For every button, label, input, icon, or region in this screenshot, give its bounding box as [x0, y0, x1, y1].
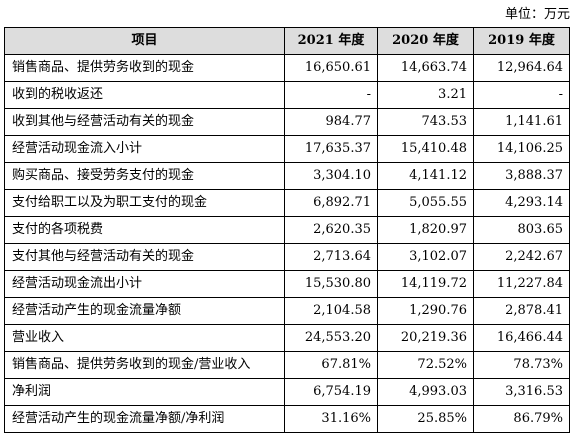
table-row: 净利润 6,754.19 4,993.03 3,316.53 [4, 378, 570, 406]
table-row: 营业收入 24,553.20 20,219.36 16,466.44 [4, 324, 570, 352]
header-2019: 2019 年度 [473, 27, 570, 55]
row-label: 营业收入 [4, 324, 285, 352]
row-label: 经营活动产生的现金流量净额 [4, 297, 285, 325]
value-2021: 984.77 [284, 108, 378, 136]
value-2019: 2,878.41 [473, 297, 570, 325]
row-label: 销售商品、提供劳务收到的现金/营业收入 [4, 351, 285, 379]
value-2019: 16,466.44 [473, 324, 570, 352]
value-2021: 17,635.37 [284, 135, 378, 163]
value-2021: 31.16% [284, 405, 378, 433]
value-2021: 6,754.19 [284, 378, 378, 406]
table-row: 支付其他与经营活动有关的现金 2,713.64 3,102.07 2,242.67 [4, 243, 570, 271]
value-2021: 6,892.71 [284, 189, 378, 217]
row-label: 销售商品、提供劳务收到的现金 [4, 54, 285, 82]
row-label: 收到其他与经营活动有关的现金 [4, 108, 285, 136]
value-2019: 3,316.53 [473, 378, 570, 406]
unit-label: 单位：万元 [504, 7, 570, 22]
value-2019: 14,106.25 [473, 135, 570, 163]
value-2020: 5,055.55 [377, 189, 474, 217]
row-label: 购买商品、接受劳务支付的现金 [4, 162, 285, 190]
value-2019: 12,964.64 [473, 54, 570, 82]
value-2020: 14,119.72 [377, 270, 474, 298]
table-row: 经营活动产生的现金流量净额 2,104.58 1,290.76 2,878.41 [4, 297, 570, 325]
value-2019: 803.65 [473, 216, 570, 244]
row-label: 支付其他与经营活动有关的现金 [4, 243, 285, 271]
table-header: 项目 2021 年度 2020 年度 2019 年度 [4, 27, 570, 55]
table-row: 经营活动现金流出小计 15,530.80 14,119.72 11,227.84 [4, 270, 570, 298]
table-row: 购买商品、接受劳务支付的现金 3,304.10 4,141.12 3,888.37 [4, 162, 570, 190]
value-2020: 4,993.03 [377, 378, 474, 406]
value-2019: - [473, 81, 570, 109]
value-2021: 16,650.61 [284, 54, 378, 82]
row-label: 支付的各项税费 [4, 216, 285, 244]
value-2019: 78.73% [473, 351, 570, 379]
value-2021: 24,553.20 [284, 324, 378, 352]
table-row: 经营活动现金流入小计 17,635.37 15,410.48 14,106.25 [4, 135, 570, 163]
value-2020: 72.52% [377, 351, 474, 379]
value-2021: 3,304.10 [284, 162, 378, 190]
table-row: 经营活动产生的现金流量净额/净利润 31.16% 25.85% 86.79% [4, 405, 570, 433]
row-label: 经营活动现金流入小计 [4, 135, 285, 163]
value-2019: 1,141.61 [473, 108, 570, 136]
cash-flow-table: 项目 2021 年度 2020 年度 2019 年度 销售商品、提供劳务收到的现… [4, 27, 570, 433]
header-row: 项目 2021 年度 2020 年度 2019 年度 [4, 27, 570, 55]
table-row: 支付给职工以及为职工支付的现金 6,892.71 5,055.55 4,293.14 [4, 189, 570, 217]
row-label: 经营活动现金流出小计 [4, 270, 285, 298]
value-2021: 2,104.58 [284, 297, 378, 325]
value-2019: 3,888.37 [473, 162, 570, 190]
value-2020: 14,663.74 [377, 54, 474, 82]
value-2020: 15,410.48 [377, 135, 474, 163]
row-label: 经营活动产生的现金流量净额/净利润 [4, 405, 285, 433]
value-2019: 2,242.67 [473, 243, 570, 271]
table-row: 支付的各项税费 2,620.35 1,820.97 803.65 [4, 216, 570, 244]
table-body: 销售商品、提供劳务收到的现金 16,650.61 14,663.74 12,964.6… [4, 54, 570, 433]
value-2020: 3.21 [377, 81, 474, 109]
value-2021: 2,620.35 [284, 216, 378, 244]
header-item: 项目 [4, 27, 285, 55]
row-label: 支付给职工以及为职工支付的现金 [4, 189, 285, 217]
value-2020: 3,102.07 [377, 243, 474, 271]
value-2019: 11,227.84 [473, 270, 570, 298]
table-row: 销售商品、提供劳务收到的现金/营业收入 67.81% 72.52% 78.73% [4, 351, 570, 379]
row-label: 净利润 [4, 378, 285, 406]
value-2020: 20,219.36 [377, 324, 474, 352]
value-2020: 743.53 [377, 108, 474, 136]
header-2021: 2021 年度 [284, 27, 378, 55]
value-2021: 2,713.64 [284, 243, 378, 271]
value-2020: 25.85% [377, 405, 474, 433]
value-2020: 4,141.12 [377, 162, 474, 190]
header-2020: 2020 年度 [377, 27, 474, 55]
table-row: 收到的税收返还 -3.21- [4, 81, 570, 109]
table-row: 收到其他与经营活动有关的现金 984.77 743.53 1,141.61 [4, 108, 570, 136]
value-2019: 4,293.14 [473, 189, 570, 217]
value-2020: 1,290.76 [377, 297, 474, 325]
value-2019: 86.79% [473, 405, 570, 433]
value-2020: 1,820.97 [377, 216, 474, 244]
table-row: 销售商品、提供劳务收到的现金 16,650.61 14,663.74 12,964.6… [4, 54, 570, 82]
row-label: 收到的税收返还 [4, 81, 285, 109]
value-2021: 15,530.80 [284, 270, 378, 298]
value-2021: - [284, 81, 378, 109]
value-2021: 67.81% [284, 351, 378, 379]
